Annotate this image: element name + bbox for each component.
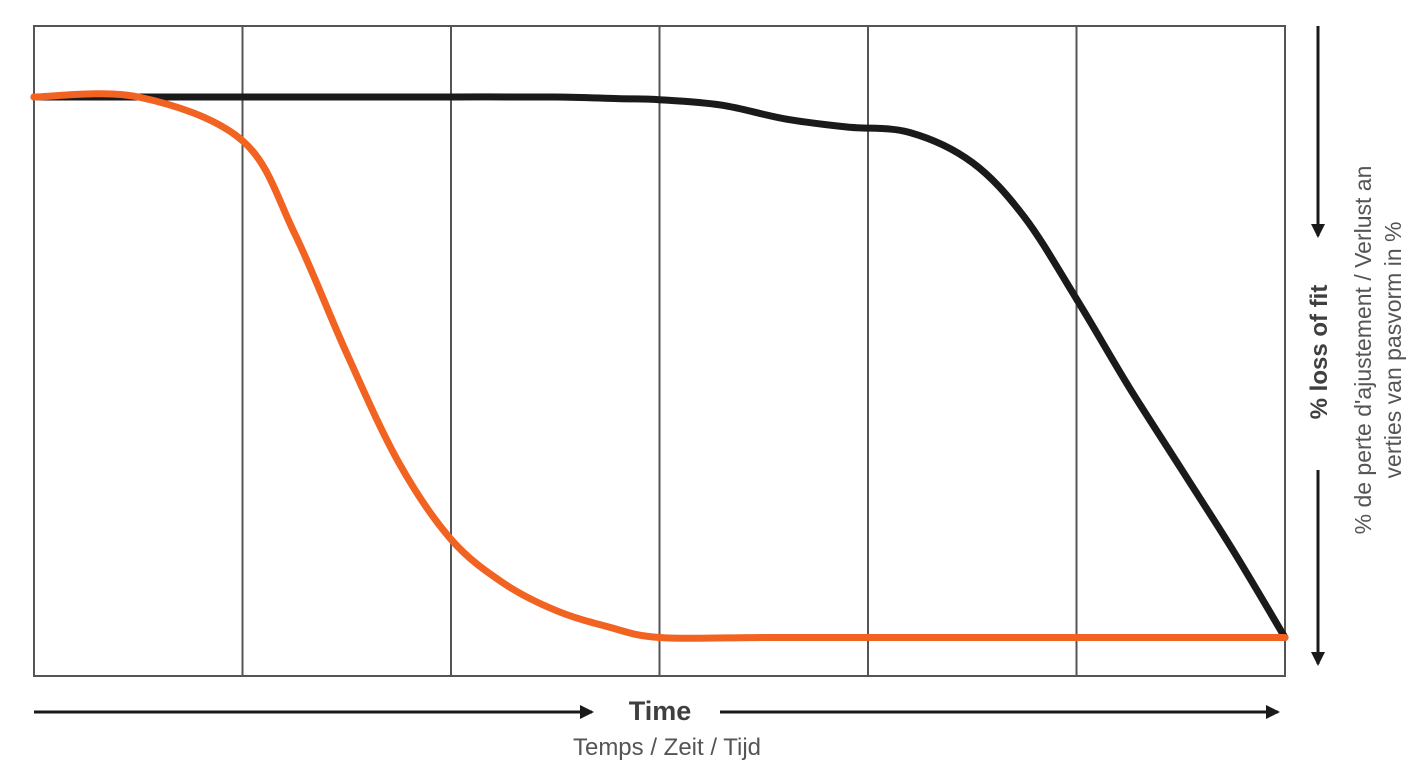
y-axis-title: % loss of fit (1306, 285, 1333, 420)
vertical-gridlines (241, 26, 1078, 676)
y-axis-subtitle-line2: verties van pasvorm in % (1380, 222, 1406, 479)
series-layer (30, 90, 1289, 642)
series-line-orange (30, 90, 1289, 642)
x-axis-title: Time (629, 696, 692, 726)
y-axis-subtitle-line1: % de perte d'ajustement / Verlust an (1350, 166, 1376, 535)
series-line-black (30, 93, 1289, 641)
x-axis-subtitle: Temps / Zeit / Tijd (573, 734, 761, 761)
